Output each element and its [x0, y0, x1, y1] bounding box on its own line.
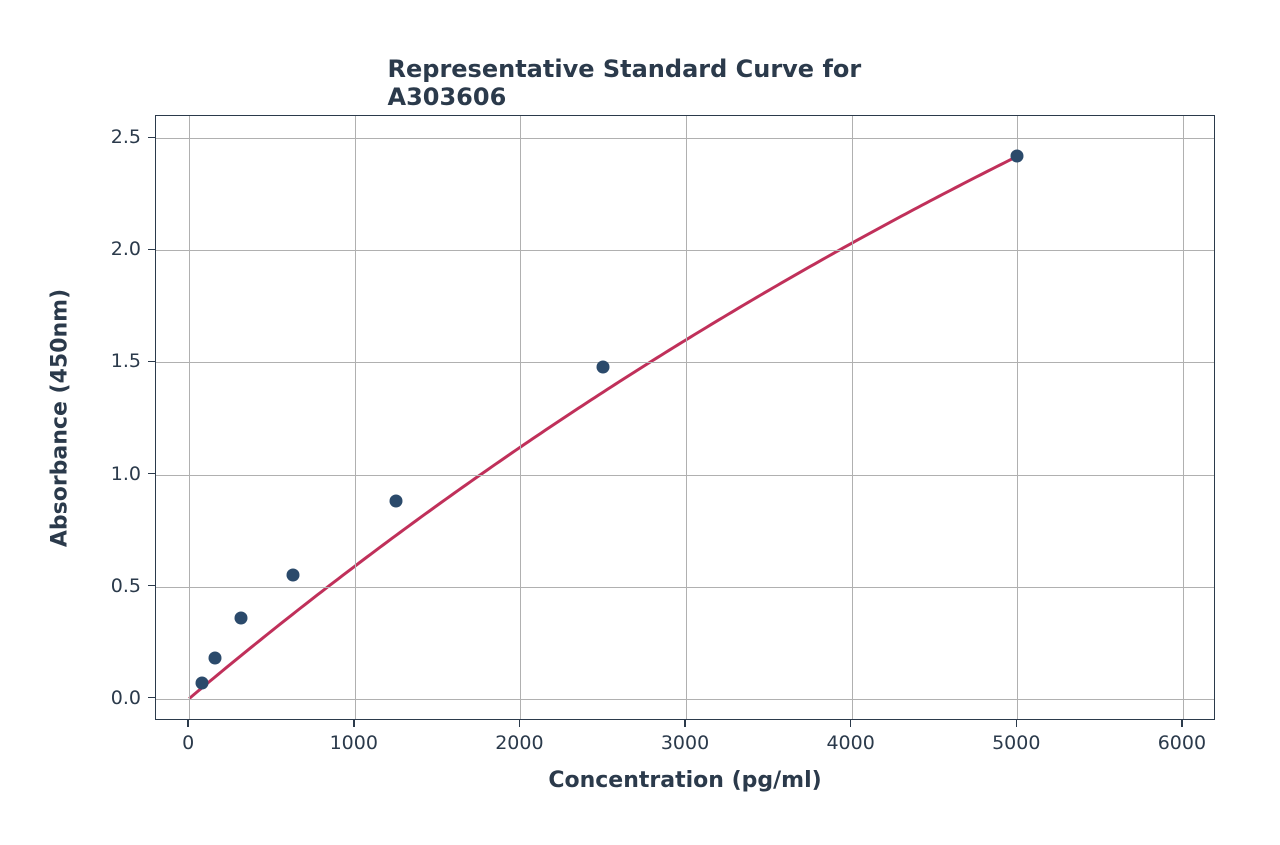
data-point: [1011, 150, 1024, 163]
x-tick-label: 5000: [992, 732, 1040, 754]
x-tick: [684, 720, 686, 727]
gridline-horizontal: [156, 475, 1214, 476]
gridline-vertical: [1017, 116, 1018, 719]
y-tick-label: 0.0: [111, 687, 141, 709]
curve-path: [189, 156, 1017, 698]
gridline-horizontal: [156, 587, 1214, 588]
x-tick: [519, 720, 521, 727]
y-tick: [148, 585, 155, 587]
plot-area: [155, 115, 1215, 720]
gridline-horizontal: [156, 250, 1214, 251]
y-tick-label: 1.5: [111, 350, 141, 372]
x-tick-label: 0: [182, 732, 194, 754]
data-point: [286, 569, 299, 582]
x-axis-label: Concentration (pg/ml): [548, 768, 821, 793]
gridline-vertical: [1183, 116, 1184, 719]
x-tick-label: 4000: [826, 732, 874, 754]
y-tick: [148, 137, 155, 139]
y-tick: [148, 249, 155, 251]
data-point: [597, 360, 610, 373]
y-tick-label: 2.0: [111, 238, 141, 260]
gridline-vertical: [852, 116, 853, 719]
x-tick-label: 1000: [330, 732, 378, 754]
y-axis-label: Absorbance (450nm): [48, 288, 73, 546]
gridline-vertical: [355, 116, 356, 719]
chart-title: Representative Standard Curve for A30360…: [388, 55, 983, 111]
data-point: [208, 652, 221, 665]
y-tick: [148, 473, 155, 475]
x-tick-label: 2000: [495, 732, 543, 754]
data-point: [234, 611, 247, 624]
gridline-horizontal: [156, 362, 1214, 363]
gridline-horizontal: [156, 699, 1214, 700]
x-tick: [1016, 720, 1018, 727]
data-point: [196, 676, 209, 689]
x-tick-label: 6000: [1158, 732, 1206, 754]
y-tick: [148, 697, 155, 699]
gridline-vertical: [686, 116, 687, 719]
x-tick-label: 3000: [661, 732, 709, 754]
x-tick: [187, 720, 189, 727]
x-tick: [353, 720, 355, 727]
gridline-vertical: [520, 116, 521, 719]
y-tick: [148, 361, 155, 363]
x-tick: [850, 720, 852, 727]
y-tick-label: 2.5: [111, 126, 141, 148]
y-tick-label: 0.5: [111, 575, 141, 597]
data-point: [390, 495, 403, 508]
chart-container: Representative Standard Curve for A30360…: [0, 0, 1280, 845]
x-tick: [1181, 720, 1183, 727]
gridline-horizontal: [156, 138, 1214, 139]
y-tick-label: 1.0: [111, 463, 141, 485]
gridline-vertical: [189, 116, 190, 719]
